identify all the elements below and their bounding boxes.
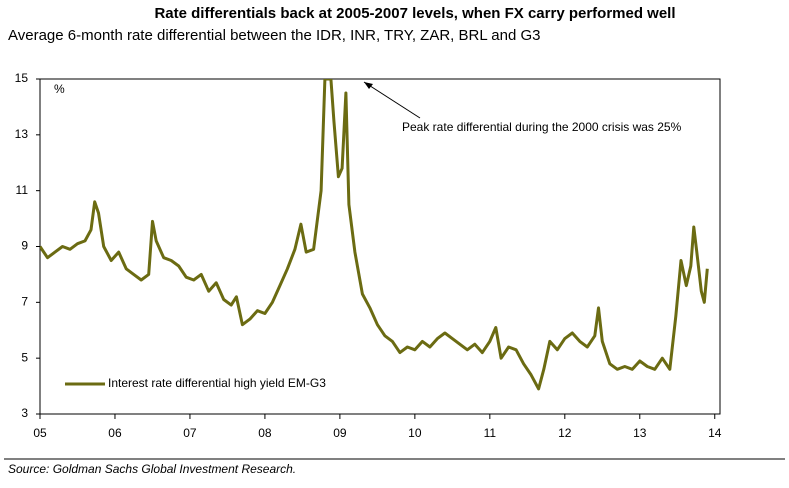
y-tick-label: 9 [21, 239, 28, 253]
x-tick-label: 10 [408, 426, 422, 440]
x-tick-label: 08 [258, 426, 272, 440]
x-tick-label: 11 [484, 426, 497, 440]
x-tick-label: 05 [33, 426, 47, 440]
x-tick-label: 07 [183, 426, 197, 440]
annotation-arrow [363, 81, 421, 119]
x-tick-label: 12 [558, 426, 572, 440]
y-tick-label: 3 [21, 406, 28, 420]
x-tick-label: 14 [708, 426, 722, 440]
y-tick-label: 11 [16, 183, 29, 197]
y-tick-label: 13 [15, 127, 29, 141]
x-tick-label: 13 [633, 426, 647, 440]
arrow-head [364, 82, 373, 89]
y-unit: % [54, 82, 65, 96]
y-tick-label: 15 [15, 71, 29, 85]
plot-area [40, 79, 709, 391]
chart-subtitle: Average 6-month rate differential betwee… [8, 27, 541, 44]
source-note: Source: Goldman Sachs Global Investment … [8, 462, 296, 476]
x-tick-label: 06 [108, 426, 122, 440]
x-tick-label: 09 [333, 426, 347, 440]
chart-title: Rate differentials back at 2005-2007 lev… [154, 5, 675, 22]
y-tick-label: 7 [21, 295, 28, 309]
annotation: Peak rate differential during the 2000 c… [402, 120, 682, 134]
y-tick-label: 5 [21, 350, 28, 364]
data-line [40, 79, 709, 391]
legend-label: Interest rate differential high yield EM… [108, 376, 326, 390]
